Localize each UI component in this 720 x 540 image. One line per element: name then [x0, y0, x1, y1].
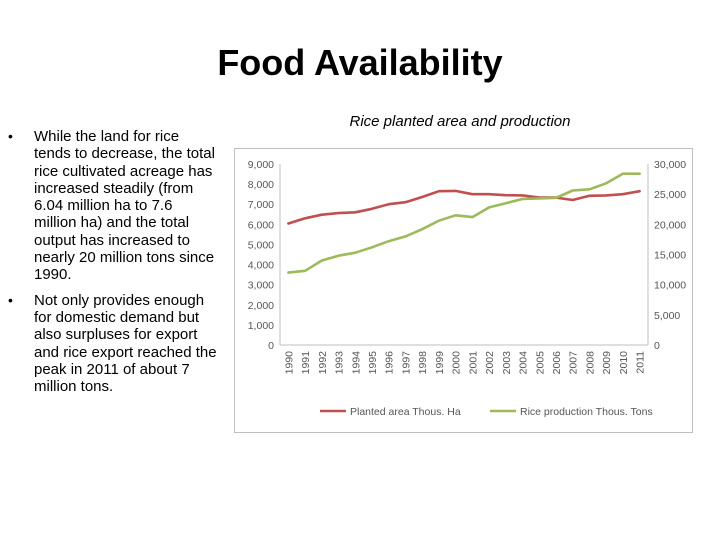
x-tick-label: 2006: [551, 351, 563, 375]
slide-title: Food Availability: [217, 42, 503, 83]
x-tick-label: 1997: [400, 351, 412, 375]
bullet-text: Not only provides enough for domestic de…: [34, 291, 217, 396]
x-tick-label: 1991: [300, 351, 312, 375]
x-tick-label: 1996: [384, 351, 396, 375]
y-right-tick-label: 15,000: [654, 250, 686, 262]
x-tick-label: 2002: [484, 351, 496, 375]
x-tick-label: 2009: [601, 351, 613, 375]
x-tick-label: 2004: [518, 351, 530, 375]
y-left-tick-label: 0: [268, 340, 274, 352]
y-left-tick-label: 9,000: [248, 159, 274, 171]
x-tick-label: 1992: [317, 351, 329, 375]
bullet-item: • While the land for rice tends to decre…: [8, 128, 218, 284]
x-tick-label: 2000: [451, 351, 463, 375]
bullet-marker: •: [8, 291, 13, 308]
y-right-tick-label: 20,000: [654, 219, 686, 231]
chart-frame: [234, 148, 693, 433]
bullet-list: • While the land for rice tends to decre…: [8, 128, 218, 403]
y-right-tick-label: 30,000: [654, 159, 686, 171]
rice-chart: 0 1,000 2,000 3,000 4,000 5,000 6,000 7,000 8,00…: [234, 148, 693, 433]
y-left-tick-label: 4,000: [248, 260, 274, 272]
bullet-marker: •: [8, 128, 13, 144]
x-tick-label: 1990: [283, 351, 295, 375]
y-right-tick-label: 10,000: [654, 280, 686, 292]
bullet-text: While the land for rice tends to decreas…: [34, 128, 215, 284]
x-tick-label: 2010: [618, 351, 630, 375]
x-tick-label: 2007: [568, 351, 580, 375]
series-line-rice-production-thous-tons: [287, 172, 641, 274]
x-tick-label: 1995: [367, 351, 379, 375]
x-tick-label: 2008: [584, 351, 596, 375]
legend-label: Rice production Thous. Tons: [520, 406, 653, 418]
chart-title: Rice planted area and production: [349, 113, 571, 130]
y-right-tick-label: 5,000: [654, 310, 680, 322]
x-tick-label: 1994: [350, 351, 362, 375]
bullet-item: • Not only provides enough for domestic …: [8, 292, 218, 396]
x-tick-label: 1993: [334, 351, 346, 375]
y-right-tick-label: 0: [654, 340, 660, 352]
y-left-tick-label: 5,000: [248, 239, 274, 251]
x-tick-label: 2005: [534, 351, 546, 375]
y-right-tick-label: 25,000: [654, 189, 686, 201]
y-left-tick-label: 3,000: [248, 280, 274, 292]
y-left-tick-label: 7,000: [248, 199, 274, 211]
x-tick-label: 1999: [434, 351, 446, 375]
x-tick-label: 2003: [501, 351, 513, 375]
x-tick-label: 2001: [467, 351, 479, 375]
y-left-tick-label: 6,000: [248, 219, 274, 231]
series-line-planted-area-thous-ha: [287, 189, 641, 225]
y-left-tick-label: 1,000: [248, 320, 274, 332]
x-tick-label: 1998: [417, 351, 429, 375]
legend-label: Planted area Thous. Ha: [350, 406, 461, 418]
y-left-tick-label: 2,000: [248, 300, 274, 312]
x-tick-label: 2011: [635, 351, 647, 374]
y-left-tick-label: 8,000: [248, 179, 274, 191]
